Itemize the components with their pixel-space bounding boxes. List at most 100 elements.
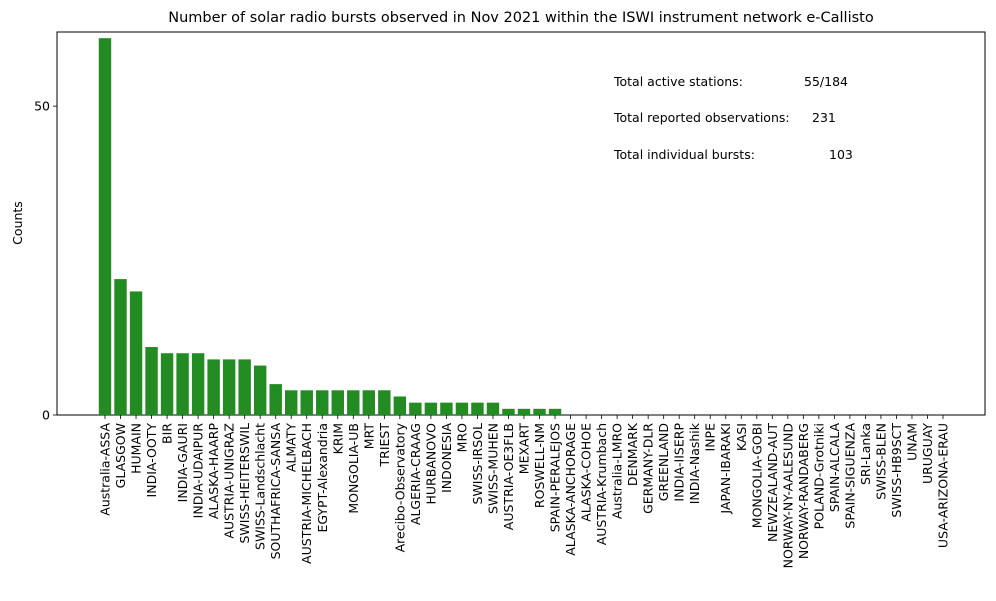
bar-krim <box>331 390 344 415</box>
x-tick-label: EGYPT-Alexandria <box>315 423 330 533</box>
bar-algeria-craag <box>409 402 422 415</box>
x-tick-label: UNAM <box>904 423 919 461</box>
x-tick-label: ALMATY <box>284 423 299 473</box>
x-tick-label: Australia-ASSA <box>98 423 113 516</box>
bar-triest <box>378 390 391 415</box>
x-tick-label: HURBANOVO <box>423 423 438 505</box>
x-tick-label: INDIA-UDAIPUR <box>191 423 206 519</box>
x-tick-label: SPAIN-ALCALA <box>827 423 842 513</box>
x-tick-label: ALGERIA-CRAAG <box>408 423 423 525</box>
bar-australia-assa <box>98 38 112 416</box>
x-tick-label: SPAIN-PERALEJOS <box>548 423 563 532</box>
x-tick-label: MEXART <box>517 423 532 475</box>
x-tick-label: ALASKA-COHOE <box>579 423 594 522</box>
x-tick-label: ROSWELL-NM <box>532 423 547 508</box>
bar-southafrica-sansa <box>269 384 282 415</box>
y-tick-label: 50 <box>34 99 50 114</box>
x-tick-label: INPE <box>703 423 718 452</box>
x-tick-label: SWISS-HEITERSWIL <box>237 423 252 544</box>
annotation-value: 103 <box>829 147 853 162</box>
x-tick-label: SWISS-HB9SCT <box>889 423 904 518</box>
x-tick-label: INDIA-IISERP <box>672 423 687 502</box>
bar-mro <box>455 402 469 415</box>
chart-title: Number of solar radio bursts observed in… <box>168 10 874 26</box>
y-axis-label: Counts <box>10 201 25 245</box>
bar-mexart <box>517 408 531 415</box>
bar-hurbanovo <box>424 402 438 415</box>
bar-india-ooty <box>145 347 158 415</box>
bar-humain <box>129 291 143 415</box>
x-tick-label: Arecibo-Observatory <box>392 422 407 552</box>
bar-india-udaipur <box>191 353 205 415</box>
x-tick-label: SWISS-BLEN <box>873 423 888 500</box>
x-tick-label: SPAIN-SIGUENZA <box>842 423 857 529</box>
x-tick-label: JAPAN-IBARAKI <box>718 423 733 515</box>
annotation-label: Total individual bursts: <box>613 147 755 162</box>
annotations-group: Total active stations: 55/184 Total report… <box>613 74 853 162</box>
x-tick-label: MONGOLIA-GOBI <box>749 423 764 528</box>
x-tick-label: TRIEST <box>377 423 392 468</box>
bar-alaska-haarp <box>207 359 220 415</box>
x-tick-label: AUSTRIA-OE3FLB <box>501 423 516 530</box>
bar-austria-michelbach <box>300 390 313 415</box>
x-tick-label: KRIM <box>330 423 345 454</box>
bars-group <box>98 38 562 416</box>
bar-bir <box>160 353 174 415</box>
x-tick-label: POLAND-Grotniki <box>811 423 826 529</box>
annotation-value: 55/184 <box>804 74 848 89</box>
x-tick-label: SOUTHAFRICA-SANSA <box>268 423 283 560</box>
x-tick-label: SWISS-IRSOL <box>470 423 485 505</box>
x-tick-label: INDIA-OOTY <box>144 423 159 498</box>
x-tick-label: SWISS-Landschlacht <box>253 423 268 550</box>
x-axis: Australia-ASSA GLASGOW HUMAIN INDIA-OOTY BIR… <box>98 415 951 568</box>
x-tick-label: INDIA-Nashik <box>687 422 702 504</box>
x-tick-label: HUMAIN <box>129 423 144 474</box>
x-tick-label: MRT <box>361 423 376 450</box>
x-tick-label: GREENLAND <box>656 423 671 501</box>
x-tick-label: URUGUAY <box>920 423 935 484</box>
bar-indonesia <box>440 402 453 415</box>
annotation-label: Total reported observations: <box>613 110 790 125</box>
x-tick-label: GLASGOW <box>113 423 128 488</box>
bar-swiss-landschlacht <box>253 365 267 415</box>
x-tick-label: SRI-Lanka <box>858 423 873 485</box>
x-tick-label: NORWAY-NY-AALESUND <box>780 423 795 568</box>
x-tick-label: AUSTRIA-MICHELBACH <box>299 423 314 564</box>
x-tick-label: AUSTRIA-UNIGRAZ <box>222 423 237 539</box>
x-tick-label: NORWAY-RANDABERG <box>796 423 811 559</box>
bar-glasgow <box>114 279 127 415</box>
bar-egypt-alexandria <box>316 390 329 415</box>
x-tick-label: KASI <box>734 423 749 451</box>
x-tick-label: INDONESIA <box>439 423 454 493</box>
x-tick-label: SWISS-MUHEN <box>485 423 500 514</box>
x-tick-label: ALASKA-HAARP <box>206 423 221 520</box>
x-tick-label: BIR <box>160 423 175 444</box>
x-tick-label: Australia-LMRO <box>610 423 625 519</box>
bar-roswell-nm <box>533 408 546 415</box>
bar-mongolia-ub <box>347 390 360 415</box>
bar-swiss-heiterswil <box>238 359 251 415</box>
x-tick-label: NEWZEALAND-AUT <box>765 423 780 542</box>
x-tick-label: AUSTRIA-Krumbach <box>594 423 609 545</box>
x-tick-label: INDIA-GAURI <box>175 423 190 502</box>
bar-india-gauri <box>176 353 189 415</box>
bar-arecibo-observatory <box>393 396 407 415</box>
x-tick-label: GERMANY-DLR <box>641 423 656 514</box>
bar-swiss-muhen <box>486 402 500 415</box>
y-axis: 0 50 <box>34 99 57 423</box>
x-tick-label: ALASKA-ANCHORAGE <box>563 423 578 556</box>
x-tick-label: DENMARK <box>625 422 640 486</box>
annotation-value: 231 <box>812 110 836 125</box>
x-tick-label: USA-ARIZONA-ERAU <box>936 423 951 548</box>
bar-almaty <box>285 390 298 415</box>
y-tick-label: 0 <box>42 408 50 423</box>
bar-mrt <box>362 390 376 415</box>
bar-swiss-irsol <box>471 402 484 415</box>
x-tick-label: MRO <box>454 423 469 452</box>
bar-austria-unigraz <box>222 359 236 415</box>
bar-austria-oe3flb <box>502 408 515 415</box>
x-tick-label: MONGOLIA-UB <box>346 423 361 514</box>
bar-spain-peralejos <box>548 408 562 415</box>
annotation-label: Total active stations: <box>613 74 743 89</box>
